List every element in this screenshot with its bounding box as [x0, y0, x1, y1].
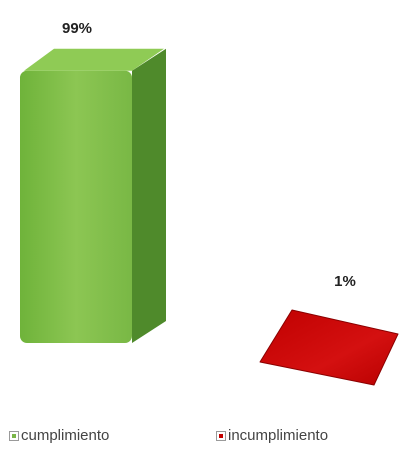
data-label: 1% [334, 273, 356, 290]
legend-label: cumplimiento [21, 427, 110, 444]
bar-top-face [24, 48, 164, 71]
bar-front-face [20, 70, 132, 343]
legend-item-incumplimiento: incumplimiento [216, 427, 328, 444]
bar-cumplimiento [20, 48, 166, 343]
legend-swatch-red [216, 430, 226, 441]
legend: cumplimiento incumplimiento [0, 427, 399, 449]
bar-side-face [132, 48, 166, 343]
legend-label: incumplimiento [228, 427, 329, 444]
bar-top-face [259, 309, 399, 386]
legend-swatch-green [9, 430, 19, 441]
data-label: 99% [62, 20, 92, 37]
bar-incumplimiento [259, 309, 399, 386]
legend-item-cumplimiento: cumplimiento [9, 427, 109, 444]
